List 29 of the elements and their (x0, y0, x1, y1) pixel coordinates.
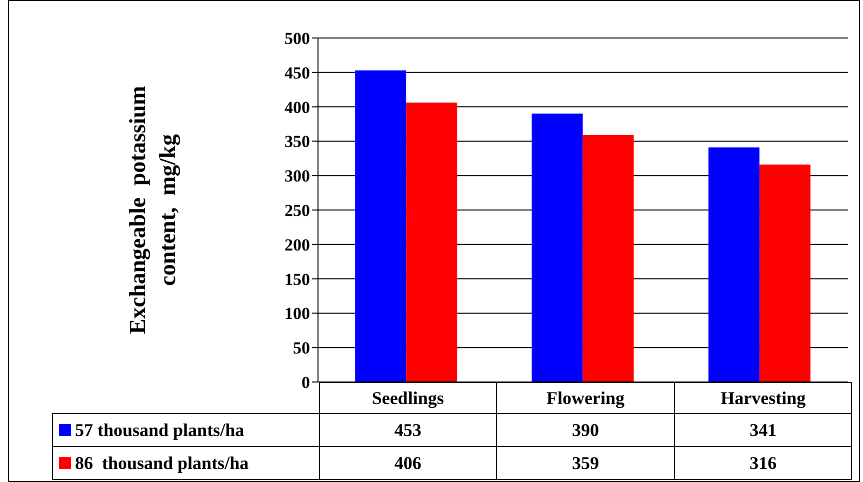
y-tick-label: 150 (284, 270, 310, 289)
bar (759, 164, 810, 382)
x-tick-label: Seedlings (319, 382, 497, 414)
data-label: 406 (319, 446, 497, 480)
y-tick-label: 100 (284, 304, 310, 324)
legend-label: 86 thousand plants/ha (52, 446, 319, 480)
y-tick-label: 50 (293, 338, 310, 358)
bar (355, 70, 406, 382)
y-tick-label: 400 (284, 98, 310, 117)
y-tick-label: 300 (284, 166, 310, 186)
bar (532, 114, 583, 382)
data-label: 316 (674, 446, 852, 480)
y-axis-title: Exchangeable potassium content, mg/kg (124, 84, 181, 336)
bar (406, 102, 458, 382)
y-tick-label: 0 (302, 373, 310, 392)
data-label: 453 (319, 414, 497, 446)
y-tick-label: 250 (284, 201, 310, 220)
data-label: 359 (496, 446, 674, 480)
legend-label: 57 thousand plants/ha (52, 414, 319, 446)
bar (708, 147, 760, 382)
y-tick-label: 200 (284, 235, 310, 254)
y-tick-label: 350 (284, 132, 310, 152)
y-tick-label: 450 (284, 63, 310, 82)
data-label: 341 (674, 414, 852, 446)
bar (582, 135, 634, 382)
x-tick-label: Harvesting (674, 382, 852, 414)
x-tick-label: Flowering (496, 382, 674, 414)
data-label: 390 (496, 414, 674, 446)
y-tick-label: 500 (284, 29, 310, 48)
